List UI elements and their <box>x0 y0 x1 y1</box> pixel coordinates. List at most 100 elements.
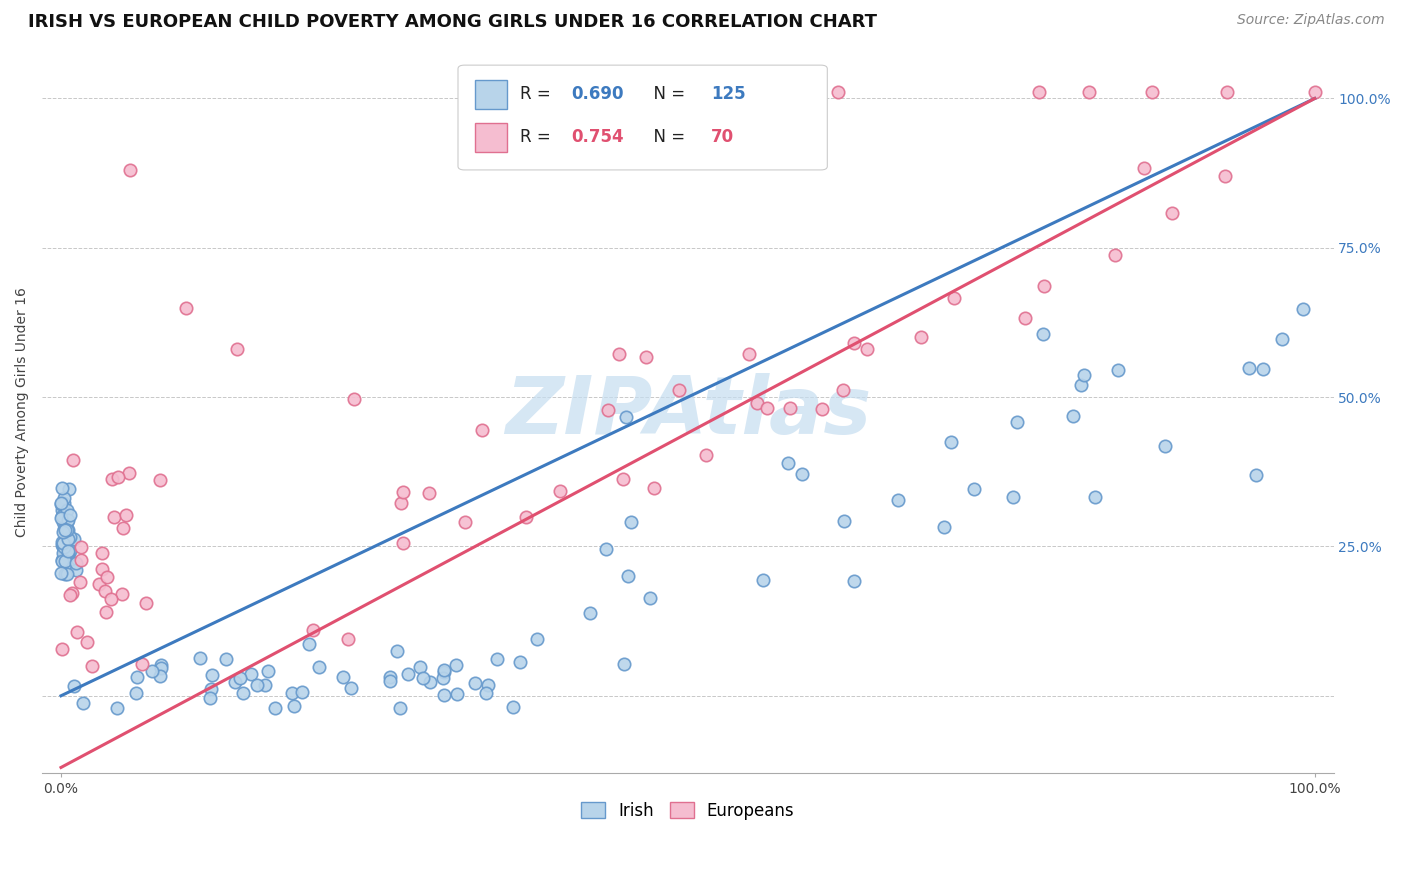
Point <box>1062 409 1084 424</box>
Point <box>392 536 415 550</box>
Point <box>827 86 849 100</box>
Point <box>856 342 879 356</box>
Point <box>59 530 82 544</box>
Point <box>1251 361 1274 376</box>
Point <box>53 523 76 537</box>
Point <box>1133 161 1156 175</box>
Point <box>101 472 124 486</box>
Point <box>638 591 661 606</box>
Point <box>76 635 98 649</box>
Point <box>790 467 813 482</box>
Point <box>200 681 222 696</box>
Point <box>389 496 412 510</box>
Point <box>515 510 537 524</box>
Point <box>1292 301 1315 316</box>
Y-axis label: Child Poverty Among Girls Under 16: Child Poverty Among Girls Under 16 <box>15 287 30 537</box>
Point <box>336 632 359 646</box>
Point <box>51 554 73 568</box>
Point <box>52 541 75 555</box>
Point <box>51 481 73 495</box>
Point <box>49 497 72 511</box>
Point <box>464 675 486 690</box>
Point <box>89 576 111 591</box>
Point <box>613 657 636 671</box>
Point <box>636 350 658 364</box>
Point <box>135 596 157 610</box>
Point <box>932 520 955 534</box>
Point <box>118 163 141 178</box>
Point <box>446 687 468 701</box>
Point <box>52 522 75 536</box>
Point <box>56 524 79 538</box>
Point <box>298 637 321 651</box>
Point <box>229 671 252 685</box>
Point <box>51 538 73 552</box>
Point <box>65 557 87 571</box>
Point <box>1084 491 1107 505</box>
Text: N =: N = <box>643 85 690 103</box>
Point <box>53 491 76 506</box>
Point <box>1107 363 1129 377</box>
Point <box>188 650 211 665</box>
Point <box>418 485 440 500</box>
Point <box>51 508 73 523</box>
Point <box>1271 332 1294 346</box>
Point <box>56 533 79 547</box>
Point <box>58 545 80 559</box>
Point <box>343 392 366 406</box>
Point <box>433 663 456 677</box>
Point <box>887 492 910 507</box>
Point <box>70 540 93 554</box>
Point <box>257 664 280 678</box>
Point <box>224 675 246 690</box>
Point <box>477 677 499 691</box>
Point <box>141 665 163 679</box>
Point <box>63 679 86 693</box>
Point <box>609 347 631 361</box>
Point <box>70 553 93 567</box>
Point <box>52 539 75 553</box>
Point <box>388 700 411 714</box>
Point <box>65 563 87 577</box>
Point <box>810 402 832 417</box>
Point <box>96 605 118 619</box>
Point <box>747 396 769 410</box>
Point <box>832 514 855 528</box>
Point <box>1033 279 1056 293</box>
Point <box>201 667 224 681</box>
Point <box>52 536 75 550</box>
Text: R =: R = <box>520 128 555 146</box>
Point <box>412 671 434 685</box>
Point <box>52 496 75 510</box>
Point <box>502 699 524 714</box>
Point <box>432 665 454 680</box>
Point <box>943 291 966 305</box>
Point <box>612 472 634 486</box>
Point <box>51 503 73 517</box>
Point <box>149 473 172 487</box>
Point <box>1213 169 1236 184</box>
Point <box>614 409 637 424</box>
Point <box>832 384 855 398</box>
Point <box>66 625 89 640</box>
Point <box>52 542 75 557</box>
Point <box>471 423 494 437</box>
Point <box>475 686 498 700</box>
Point <box>59 508 82 522</box>
Point <box>910 330 932 344</box>
Point <box>526 632 548 646</box>
Point <box>150 657 173 672</box>
Point <box>485 652 508 666</box>
Point <box>91 546 114 560</box>
Point <box>59 588 82 602</box>
Point <box>409 660 432 674</box>
Point <box>620 515 643 529</box>
Point <box>82 659 104 673</box>
Point <box>200 691 222 706</box>
Point <box>53 546 76 560</box>
Point <box>1014 311 1036 326</box>
Point <box>51 496 73 510</box>
Point <box>100 591 122 606</box>
Text: Source: ZipAtlas.com: Source: ZipAtlas.com <box>1237 13 1385 28</box>
Point <box>332 669 354 683</box>
